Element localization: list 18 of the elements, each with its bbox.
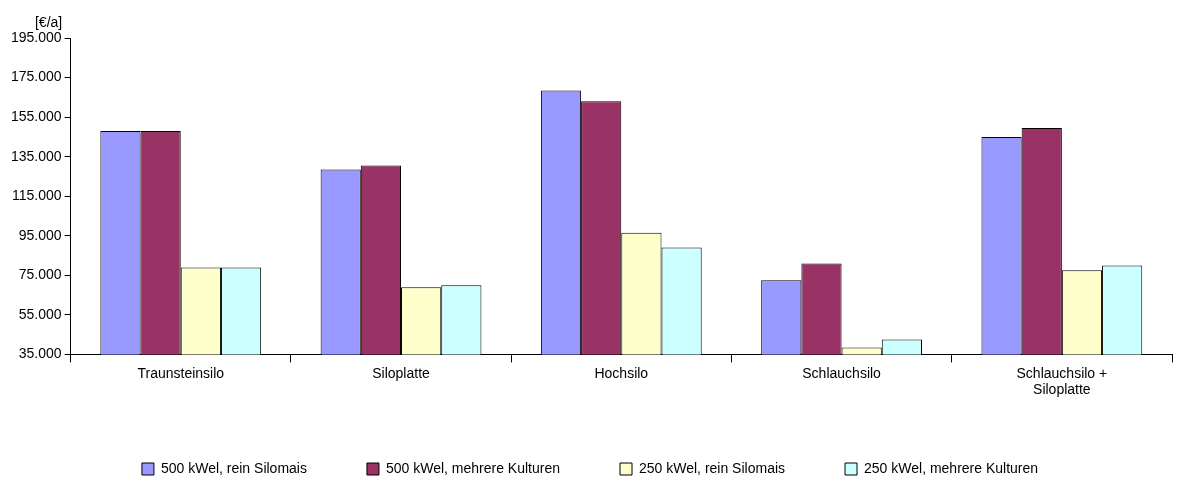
y-tick-label: 155.000 bbox=[11, 107, 62, 124]
x-tick-label: Hochsilo bbox=[594, 364, 649, 381]
legend-label: 500 kWel, rein Silomais bbox=[160, 459, 307, 476]
legend-label: 250 kWel, mehrere Kulturen bbox=[864, 459, 1039, 476]
y-tick-label: 35.000 bbox=[18, 345, 62, 362]
y-tick-label: 115.000 bbox=[12, 187, 62, 204]
x-tick-label: Schlauchsilo + Siloplatte bbox=[1016, 364, 1108, 398]
y-tick-label: 135.000 bbox=[11, 147, 62, 164]
y-axis-title: [€/a] bbox=[34, 13, 63, 30]
x-tick-label: Schlauchsilo bbox=[802, 364, 882, 381]
y-tick-label: 75.000 bbox=[18, 266, 62, 283]
y-tick-label: 175.000 bbox=[11, 68, 62, 85]
x-tick-label: Siloplatte bbox=[372, 364, 431, 381]
x-tick-label: Traunsteinsilo bbox=[137, 364, 225, 381]
y-tick-label: 55.000 bbox=[18, 305, 62, 322]
y-tick-label: 95.000 bbox=[18, 226, 62, 243]
legend-label: 250 kWel, rein Silomais bbox=[639, 459, 786, 476]
legend-label: 500 kWel, mehrere Kulturen bbox=[385, 459, 561, 476]
